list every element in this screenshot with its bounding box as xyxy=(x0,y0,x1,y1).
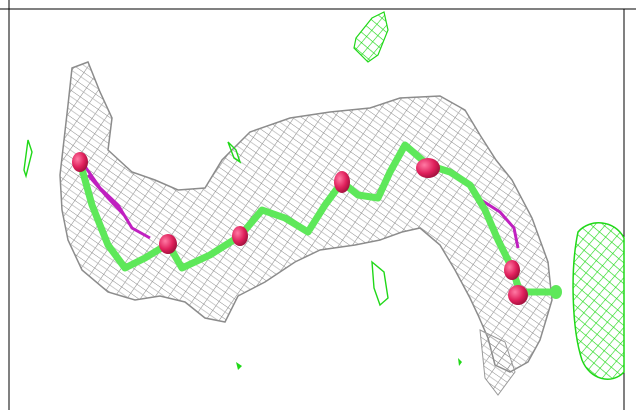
alternate-conformation-bonds xyxy=(82,164,520,249)
oxygen-atoms xyxy=(72,152,528,305)
ligand-terminal-atom xyxy=(550,285,562,299)
positive-density-blobs xyxy=(23,11,625,380)
density-mesh xyxy=(59,61,553,396)
